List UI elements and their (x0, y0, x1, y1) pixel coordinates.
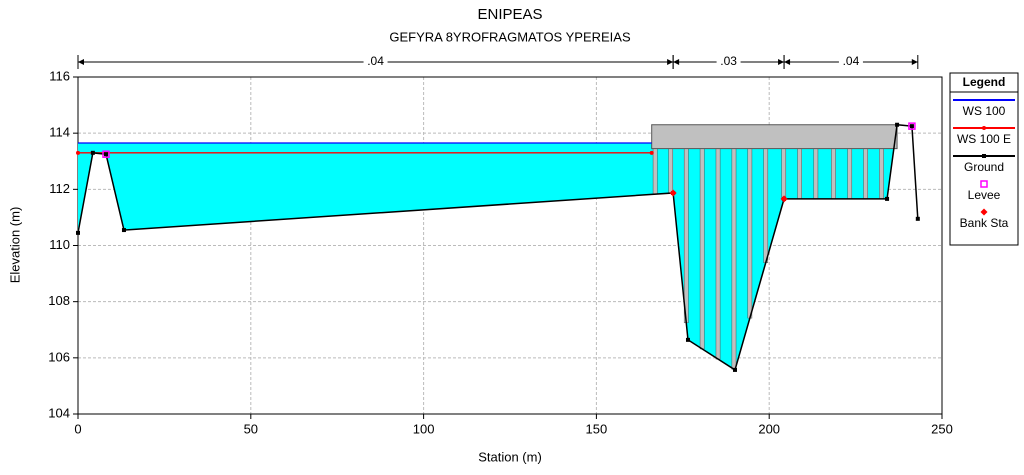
water-fill (78, 142, 898, 370)
marker (909, 124, 914, 129)
x-tick-label: 200 (758, 421, 780, 436)
y-tick-label: 112 (49, 181, 70, 196)
bridge-pier (797, 148, 802, 200)
bridge-pier (747, 148, 753, 319)
n-label-bg (716, 55, 741, 69)
y-tick-label: 104 (48, 405, 70, 420)
y-axis-label: Elevation (m) (7, 207, 22, 284)
series-line (77, 123, 919, 372)
n-label-bg (838, 55, 863, 69)
n-label: .03 (720, 54, 737, 68)
x-tick-label: 150 (586, 421, 608, 436)
legend-label: Bank Sta (960, 216, 1009, 230)
x-tick-label: 100 (413, 421, 435, 436)
marker (102, 150, 110, 158)
chart-subtitle: GEFYRA 8YROFRAGMATOS YPEREIAS (389, 29, 631, 44)
marker (908, 122, 916, 130)
bridge-pier (847, 148, 853, 200)
x-tick-label: 0 (74, 421, 81, 436)
bridge-deck (651, 124, 898, 150)
n-label: .04 (367, 54, 384, 68)
bridge-pier (863, 148, 868, 200)
marker (669, 189, 677, 197)
marker (103, 152, 108, 157)
plot-frame (77, 76, 943, 415)
bridge-pier (781, 148, 787, 201)
marker (885, 196, 890, 201)
legend-marker (982, 154, 986, 158)
n-label: .04 (843, 54, 860, 68)
x-tick-label: 50 (244, 421, 258, 436)
legend-title: Legend (963, 75, 1006, 89)
marker (732, 367, 737, 372)
bridge-pier (731, 148, 737, 370)
bridge-pier (715, 148, 721, 360)
y-tick-label: 116 (49, 68, 70, 83)
legend-label: WS 100 (963, 104, 1006, 118)
y-tick-label: 114 (49, 125, 70, 140)
legend-label: Levee (968, 188, 1001, 202)
marker (90, 150, 95, 155)
marker (121, 228, 126, 233)
legend-label: WS 100 E (957, 132, 1011, 146)
legend-marker (980, 180, 988, 188)
marker (76, 230, 80, 235)
bridge-pier (652, 148, 658, 195)
legend-marker (980, 208, 988, 216)
x-axis-label: Station (m) (478, 449, 542, 464)
bridge-pier (831, 148, 836, 200)
bridge-pier (763, 148, 769, 263)
bridge-pier (699, 148, 705, 350)
y-tick-label: 108 (48, 293, 70, 308)
bridge-pier (683, 148, 689, 324)
chart-title: ENIPEAS (477, 6, 542, 23)
marker (76, 150, 80, 155)
marker (685, 337, 690, 342)
marker (895, 122, 900, 127)
legend-box (949, 72, 1019, 246)
y-tick-label: 106 (48, 349, 70, 364)
marker (915, 216, 920, 221)
legend-label: Ground (964, 160, 1004, 174)
x-tick-label: 250 (931, 421, 953, 436)
legend-marker (982, 126, 986, 130)
y-tick-label: 110 (49, 237, 70, 252)
marker (780, 195, 788, 203)
bridge-pier (813, 148, 819, 200)
bridge-pier (879, 148, 884, 200)
bridge-pier (668, 148, 674, 194)
n-label-bg (363, 55, 388, 69)
marker (649, 150, 654, 155)
